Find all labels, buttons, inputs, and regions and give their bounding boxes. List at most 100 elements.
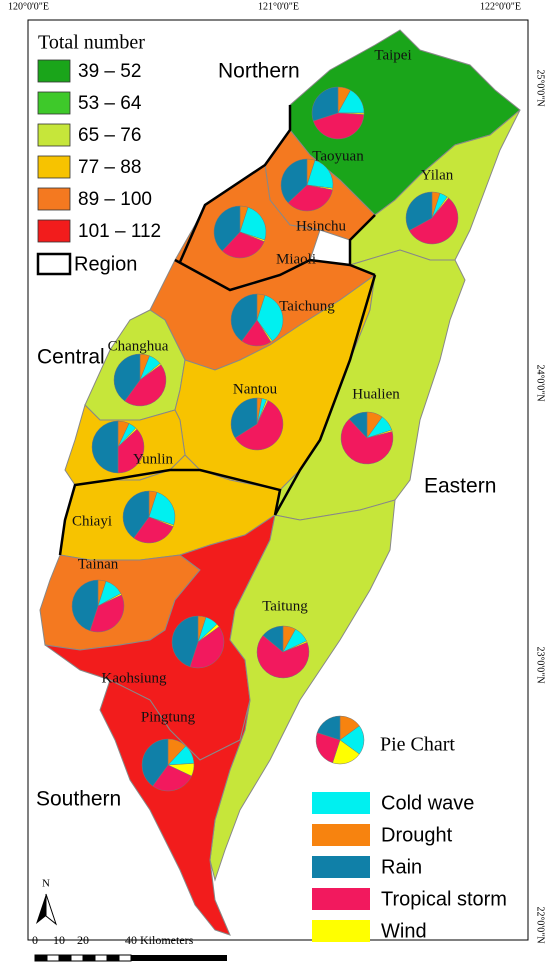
legend-label: 65 – 76 xyxy=(78,125,141,146)
pie-slice xyxy=(340,418,394,465)
pie-slice xyxy=(124,364,167,407)
county-label: Taitung xyxy=(262,598,308,614)
legend-swatch xyxy=(36,252,72,276)
legend-swatch xyxy=(37,59,71,83)
region-borders xyxy=(58,105,377,556)
county-label: Hualien xyxy=(352,386,400,402)
pie-slice xyxy=(71,579,99,632)
pie-slice xyxy=(152,764,192,792)
pie-slice xyxy=(141,738,169,787)
legend-swatch xyxy=(37,155,71,179)
pie-slice xyxy=(239,206,267,241)
pie-legend-label: Rain xyxy=(381,856,422,878)
legend-swatch xyxy=(37,123,71,147)
latitude-label: 25°0'0"N xyxy=(535,69,546,106)
pie-slice xyxy=(148,491,176,526)
pie-slice xyxy=(287,184,333,212)
scale-segment xyxy=(131,955,227,961)
scale-label: 0 xyxy=(32,933,38,947)
scale-label: 20 xyxy=(77,933,89,947)
pie-slice xyxy=(89,594,125,633)
county-label: Kaohsiung xyxy=(102,670,167,686)
region-label: Southern xyxy=(36,788,121,811)
county-label: Taichung xyxy=(279,298,335,314)
region-label: Northern xyxy=(218,60,300,83)
county-label: Tainan xyxy=(78,556,119,572)
scale-segment xyxy=(118,954,132,962)
region-label: Central xyxy=(37,346,105,369)
county-label: Chiayi xyxy=(72,513,112,529)
pie-slice xyxy=(133,516,174,544)
legend-swatch xyxy=(37,219,71,243)
county-label: Yilan xyxy=(421,167,454,183)
pie-legend-label: Drought xyxy=(381,824,453,846)
legend-swatch xyxy=(37,91,71,115)
pie-slice xyxy=(306,159,334,189)
county-label: Nantou xyxy=(233,381,278,397)
pie-slice xyxy=(189,626,225,669)
legend-swatch xyxy=(37,187,71,211)
pie-slice xyxy=(312,112,365,140)
county-label: Pingtung xyxy=(141,709,196,725)
pie-slice xyxy=(311,86,339,122)
scale-segment xyxy=(82,954,96,962)
pie-legend-slice xyxy=(316,715,341,741)
pie-slice xyxy=(171,615,199,668)
longitude-label: 121°0'0"E xyxy=(258,1,299,12)
pie-legend-swatch xyxy=(312,888,370,910)
legend-label: 89 – 100 xyxy=(78,189,152,210)
pie-slice xyxy=(91,420,119,474)
county-label: Yunlin xyxy=(133,451,174,467)
pie-legend-label: Wind xyxy=(381,920,427,942)
north-arrow xyxy=(36,894,46,924)
longitude-label: 120°0'0"E xyxy=(8,1,49,12)
pie-legend-swatch xyxy=(312,824,370,846)
county-area xyxy=(99,679,251,936)
county-label: Taipei xyxy=(374,47,411,63)
region-label: Eastern xyxy=(424,475,496,498)
latitude-label: 24°0'0"N xyxy=(535,364,546,401)
pie-slice xyxy=(117,428,145,474)
scale-segment xyxy=(58,954,72,962)
scale-segment xyxy=(106,954,120,962)
pie-slice xyxy=(256,294,284,342)
pie-slice xyxy=(256,635,310,679)
pie-slice xyxy=(408,197,459,245)
legend-label: 39 – 52 xyxy=(78,61,141,82)
north-label: N xyxy=(42,878,50,890)
legend-label: Region xyxy=(74,253,137,275)
pie-slice xyxy=(262,625,284,653)
pie-slice xyxy=(213,205,241,252)
county-label: Taoyuan xyxy=(312,148,364,164)
scale-segment xyxy=(46,954,60,962)
pie-legend-title: Pie Chart xyxy=(380,734,455,756)
pie-slice xyxy=(230,293,258,342)
scale-segment xyxy=(94,954,108,962)
pie-slice xyxy=(234,400,284,451)
pie-slice xyxy=(113,353,141,402)
legend-label: 101 – 112 xyxy=(78,221,161,242)
pie-slice xyxy=(405,191,433,231)
county-label: Hsinchu xyxy=(296,218,346,234)
legend-title: Total number xyxy=(38,32,145,54)
scale-label: 10 xyxy=(53,933,65,947)
county-area xyxy=(209,499,396,882)
latitude-label: 22°0'0"N xyxy=(535,906,546,943)
pie-slice xyxy=(280,158,308,204)
pie-slice xyxy=(122,490,150,539)
north-arrow xyxy=(45,893,58,926)
pie-legend-swatch xyxy=(312,792,370,814)
scale-segment xyxy=(70,954,84,962)
longitude-label: 122°0'0"E xyxy=(480,1,521,12)
pie-legend-label: Tropical storm xyxy=(381,888,507,910)
legend-label: 53 – 64 xyxy=(78,93,142,114)
pie-slice xyxy=(230,397,258,439)
pie-legend-swatch xyxy=(312,856,370,878)
legend-label: 77 – 88 xyxy=(78,157,141,178)
county-label: Changhua xyxy=(108,338,169,354)
county-label: Miaoli xyxy=(276,251,316,267)
pie-legend-swatch xyxy=(312,920,370,942)
pie-slice xyxy=(348,411,368,439)
scale-segment xyxy=(34,954,48,962)
